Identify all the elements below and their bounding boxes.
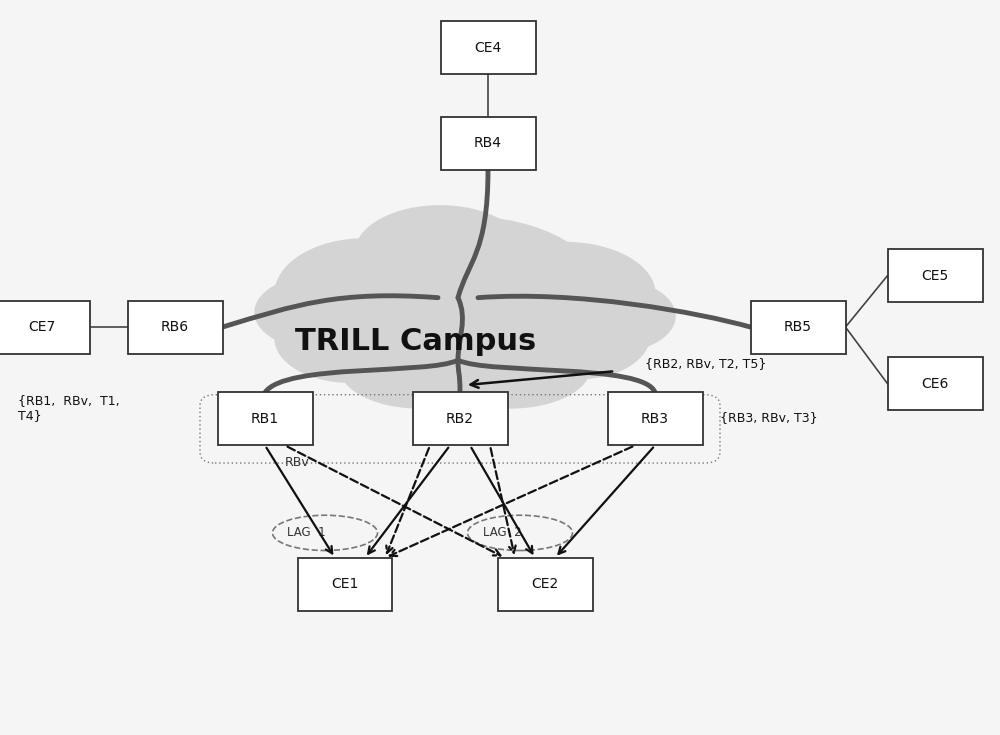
Ellipse shape xyxy=(545,279,675,353)
FancyBboxPatch shape xyxy=(750,301,846,354)
Ellipse shape xyxy=(340,327,500,408)
Text: CE1: CE1 xyxy=(331,577,359,592)
Text: RB5: RB5 xyxy=(784,320,812,334)
Text: {RB3, RBv, T3}: {RB3, RBv, T3} xyxy=(720,411,818,424)
Ellipse shape xyxy=(325,217,605,379)
Ellipse shape xyxy=(475,243,655,345)
Text: CE6: CE6 xyxy=(921,376,949,391)
Text: RB3: RB3 xyxy=(641,412,669,426)
FancyBboxPatch shape xyxy=(440,21,536,74)
Text: RB1: RB1 xyxy=(251,412,279,426)
Text: LAG  2: LAG 2 xyxy=(483,526,522,539)
Text: CE4: CE4 xyxy=(474,40,502,55)
FancyBboxPatch shape xyxy=(298,558,392,611)
Ellipse shape xyxy=(430,327,590,408)
FancyBboxPatch shape xyxy=(0,301,90,354)
Text: CE5: CE5 xyxy=(921,268,949,283)
Ellipse shape xyxy=(365,301,565,404)
FancyBboxPatch shape xyxy=(888,357,982,410)
Text: LAG  1: LAG 1 xyxy=(287,526,326,539)
FancyBboxPatch shape xyxy=(608,392,702,445)
FancyBboxPatch shape xyxy=(128,301,222,354)
Ellipse shape xyxy=(275,294,425,382)
Text: RBv: RBv xyxy=(285,456,310,469)
Ellipse shape xyxy=(275,239,455,349)
FancyBboxPatch shape xyxy=(218,392,312,445)
Text: RB2: RB2 xyxy=(446,412,474,426)
Text: {RB1,  RBv,  T1,
T4}: {RB1, RBv, T1, T4} xyxy=(18,394,120,422)
Text: RB4: RB4 xyxy=(474,136,502,151)
FancyBboxPatch shape xyxy=(413,392,508,445)
Text: {RB2, RBv, T2, T5}: {RB2, RBv, T2, T5} xyxy=(645,357,766,370)
FancyBboxPatch shape xyxy=(498,558,592,611)
Text: RB6: RB6 xyxy=(161,320,189,334)
FancyBboxPatch shape xyxy=(888,249,982,302)
FancyBboxPatch shape xyxy=(440,117,536,170)
Ellipse shape xyxy=(355,206,525,301)
Text: CE7: CE7 xyxy=(28,320,56,334)
Text: TRILL Campus: TRILL Campus xyxy=(295,327,536,356)
Text: CE2: CE2 xyxy=(531,577,559,592)
Ellipse shape xyxy=(510,290,650,379)
Ellipse shape xyxy=(255,276,385,349)
